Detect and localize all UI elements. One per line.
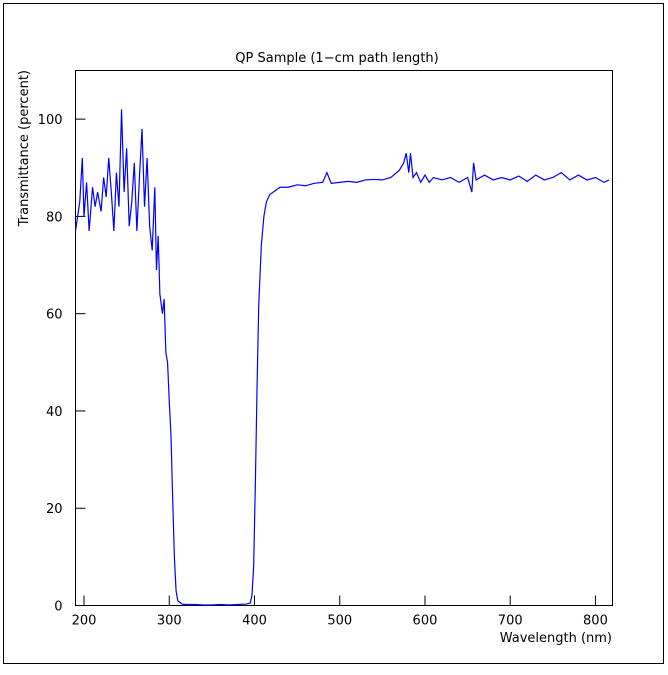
x-tick-label: 700 [498, 614, 523, 629]
chart-title: QP Sample (1−cm path length) [235, 51, 438, 66]
y-tick-label: 60 [46, 308, 63, 323]
data-line [74, 109, 610, 606]
x-tick-label: 400 [242, 614, 267, 629]
y-tick-label: 0 [54, 600, 62, 615]
y-tick-label: 40 [46, 405, 63, 420]
x-tick-label: 800 [583, 614, 608, 629]
y-tick-label: 80 [46, 210, 63, 225]
y-tick-label: 100 [38, 113, 63, 128]
plot-frame [75, 70, 613, 606]
frame [3, 3, 664, 664]
x-tick-label: 500 [327, 614, 352, 629]
y-axis-label: Transmittance (percent) [17, 70, 32, 227]
x-tick-label: 200 [72, 614, 97, 629]
x-tick-label: 600 [413, 614, 438, 629]
x-tick-label: 300 [157, 614, 182, 629]
y-tick-label: 20 [46, 502, 63, 517]
x-axis-label: Wavelength (nm) [500, 631, 612, 646]
